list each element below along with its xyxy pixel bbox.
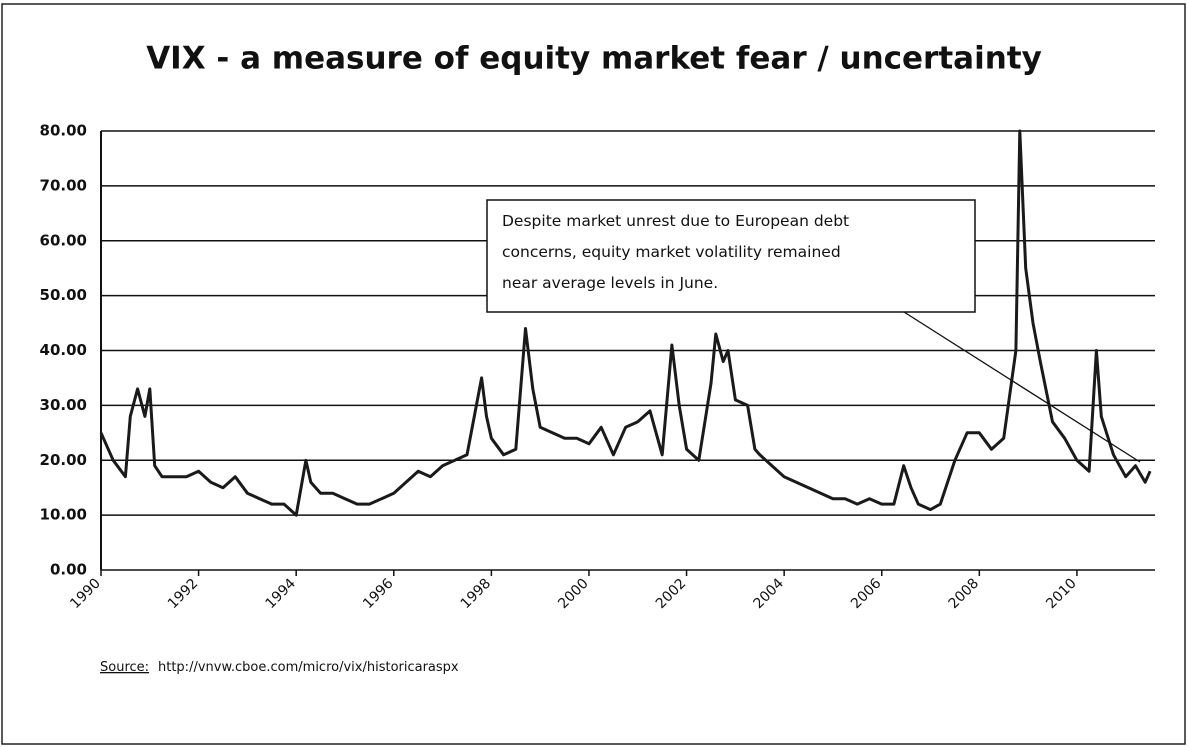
annotation-text: concerns, equity market volatility remai… [502,243,841,261]
x-tick-label: 2008 [946,576,983,613]
y-tick-label: 10.00 [40,506,87,524]
line [99,129,1152,517]
y-tick-label: 50.00 [40,286,87,304]
y-tick-label: 0.00 [50,561,87,579]
y-tick-label: 80.00 [40,122,87,140]
x-tick-label: 1992 [165,576,202,613]
annotation-text: Despite market unrest due to European de… [502,212,849,230]
x-tick-label: 1994 [262,575,299,612]
leader-line [892,304,1141,463]
y-tick-label: 60.00 [40,231,87,249]
x-tick-label: 1998 [458,576,495,613]
source-url: http://vnvw.cboe.com/micro/vix/historica… [158,660,459,675]
annotation-text: near average levels in June. [502,274,718,292]
x-tick-label: 1996 [360,575,397,612]
chart-title: VIX - a measure of equity market fear / … [146,41,1042,77]
x-tick-label: 2004 [750,575,787,612]
x-tick-label: 2006 [848,575,885,612]
x-tick-label: 1990 [67,576,104,613]
annotation-box [486,199,976,313]
source-label: Source: [100,660,149,675]
x-tick-label: 2000 [555,576,592,613]
x-tick-label: 2002 [653,576,690,613]
x-tick-label: 2010 [1043,576,1080,613]
frame [1,3,1186,745]
y-tick-label: 40.00 [40,341,87,359]
y-tick-label: 30.00 [40,396,87,414]
plot: 0.00 10.00 20.00 30.00 40.00 50.00 60.00 70.00 8… [40,122,1155,613]
y-tick-label: 70.00 [40,176,87,194]
y-tick-label: 20.00 [40,451,87,469]
